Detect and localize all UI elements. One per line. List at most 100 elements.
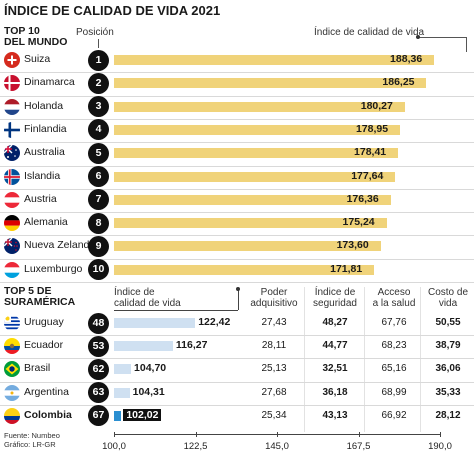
country-label: Brasil xyxy=(24,362,51,375)
cost-value: 36,06 xyxy=(435,363,461,375)
flag-islandia-icon xyxy=(4,168,20,185)
source-line2: Gráfico: LR-GR xyxy=(4,440,56,449)
rank-badge: 4 xyxy=(88,119,109,141)
country-label: Suiza xyxy=(24,53,51,65)
country-label: Alemania xyxy=(24,216,68,229)
value-label: 173,60 xyxy=(336,239,369,252)
purchasing-header-line2: adquisitivo xyxy=(250,298,298,309)
cost-value: 50,55 xyxy=(435,317,461,328)
safety-value: 36,18 xyxy=(322,386,348,398)
section-separator xyxy=(0,282,474,283)
row-separator xyxy=(0,95,474,97)
x-tick-mark xyxy=(440,432,441,437)
row-separator xyxy=(0,235,474,237)
x-tick-label: 145,0 xyxy=(265,441,289,452)
purchasing-value: 27,43 xyxy=(261,317,287,328)
country-label: Islandia xyxy=(24,169,61,182)
country-label: Luxemburgo xyxy=(24,262,83,275)
source-line1: Fuente: Numbeo xyxy=(4,431,60,440)
chart-title: ÍNDICE DE CALIDAD DE VIDA 2021 xyxy=(4,3,221,18)
flag-ecuador-icon xyxy=(4,338,20,355)
top10-heading-line1: TOP 10 xyxy=(4,25,40,37)
row-separator xyxy=(0,258,474,260)
row-separator xyxy=(0,358,474,360)
bar-holanda xyxy=(114,101,405,112)
flag-nueva-zelanda-icon xyxy=(4,238,20,255)
safety-value: 43,13 xyxy=(322,409,348,421)
country-label: Australia xyxy=(24,146,65,159)
rank-badge: 6 xyxy=(88,166,109,187)
rank-badge: 8 xyxy=(88,212,109,234)
purchasing-header-line1: Poder xyxy=(260,287,288,298)
rank-badge: 53 xyxy=(88,335,109,357)
x-tick-label: 167,5 xyxy=(346,441,371,452)
health-value: 67,76 xyxy=(381,317,407,328)
bar-colombia xyxy=(114,410,122,421)
value-label: 177,64 xyxy=(351,169,384,182)
purchasing-value: 25,34 xyxy=(261,409,287,421)
flag-australia-icon xyxy=(4,145,20,162)
row-separator xyxy=(0,72,474,74)
rank-badge: 48 xyxy=(88,312,109,334)
top5-heading-line1: TOP 5 DE xyxy=(4,285,52,297)
top5-heading: TOP 5 DE SURAMÉRICA xyxy=(4,286,75,308)
top10-heading-line2: DEL MUNDO xyxy=(4,36,68,48)
purchasing-value: 28,11 xyxy=(261,340,287,352)
safety-header: Índice de seguridad xyxy=(305,287,365,309)
top10-heading: TOP 10 DEL MUNDO xyxy=(4,26,67,48)
value-label: 102,02 xyxy=(123,408,162,421)
country-label: Holanda xyxy=(24,99,64,112)
column-divider xyxy=(304,287,305,432)
index-header-dot xyxy=(416,35,420,39)
flag-uruguay-icon xyxy=(4,315,20,331)
flag-brasil-icon xyxy=(4,361,20,378)
row-separator xyxy=(0,381,474,383)
health-header: Acceso a la salud xyxy=(364,287,424,309)
rank-badge: 63 xyxy=(88,382,109,404)
country-label: Uruguay xyxy=(24,316,64,328)
rank-badge: 10 xyxy=(88,259,109,281)
rank-badge: 5 xyxy=(88,142,109,164)
value-label: 180,27 xyxy=(360,99,393,112)
country-label: Colombia xyxy=(24,408,72,421)
value-label: 175,24 xyxy=(342,216,375,229)
x-tick-mark xyxy=(277,432,278,437)
sa-index-header-tick xyxy=(238,289,239,310)
purchasing-value: 25,13 xyxy=(261,363,287,375)
country-label: Argentina xyxy=(24,385,69,398)
row-separator xyxy=(0,212,474,214)
health-header-line1: Acceso xyxy=(377,287,411,298)
sa-index-header: Índice de calidad de vida xyxy=(114,287,181,309)
flag-argentina-icon xyxy=(4,384,20,401)
bar-luxemburgo xyxy=(114,264,375,275)
value-label: 188,36 xyxy=(390,53,423,65)
health-value: 68,99 xyxy=(381,386,407,398)
bar-ecuador xyxy=(114,341,173,352)
position-header-pointer xyxy=(98,39,99,48)
health-value: 65,16 xyxy=(381,363,407,375)
row-separator xyxy=(0,118,474,120)
rank-badge: 62 xyxy=(88,358,109,380)
sa-index-header-line2: calidad de vida xyxy=(114,298,181,309)
value-label: 176,36 xyxy=(346,192,379,205)
bar-finlandia xyxy=(114,124,400,135)
country-label: Nueva Zelanda xyxy=(24,239,96,252)
bar-uruguay xyxy=(114,318,196,328)
column-divider xyxy=(364,287,365,432)
value-label: 122,42 xyxy=(198,316,231,328)
x-tick-label: 100,0 xyxy=(102,441,126,452)
rank-badge: 67 xyxy=(88,405,109,427)
x-tick-mark xyxy=(195,432,197,437)
bar-australia xyxy=(114,148,399,159)
x-tick-mark xyxy=(358,432,360,437)
row-separator xyxy=(0,165,474,167)
cost-value: 35,33 xyxy=(435,386,461,398)
flag-alemania-icon xyxy=(4,215,20,232)
flag-austria-icon xyxy=(4,191,20,208)
sa-index-header-dot xyxy=(236,287,240,291)
health-header-line2: a la salud xyxy=(372,298,416,309)
safety-value: 48,27 xyxy=(322,317,348,328)
bar-brasil xyxy=(114,364,132,375)
value-label: 186,25 xyxy=(382,76,415,89)
purchasing-header: Poder adquisitivo xyxy=(244,287,304,309)
